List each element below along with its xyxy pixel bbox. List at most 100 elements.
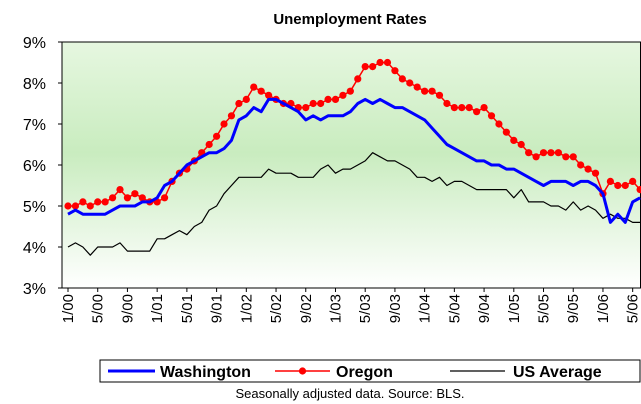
- series-marker: [621, 181, 629, 190]
- series-marker: [584, 165, 592, 173]
- series-marker: [94, 198, 102, 206]
- series-marker: [213, 132, 221, 140]
- series-marker: [64, 202, 72, 210]
- x-tick-label: 5/06: [625, 294, 641, 323]
- series-group: [64, 58, 641, 256]
- source-note: Seasonally adjusted data. Source: BLS.: [235, 386, 464, 401]
- y-tick-label: 4%: [23, 240, 46, 257]
- x-tick-label: 1/03: [327, 294, 344, 323]
- series-marker: [108, 194, 117, 202]
- legend-label: Washington: [160, 364, 251, 381]
- series-marker: [242, 95, 250, 103]
- series-marker: [265, 91, 273, 99]
- series-marker: [539, 149, 548, 157]
- series-marker: [517, 140, 525, 149]
- series-marker: [591, 169, 600, 177]
- series-marker: [577, 161, 585, 169]
- plot-area: [61, 41, 641, 289]
- series-marker: [443, 99, 451, 108]
- series-marker: [317, 99, 325, 108]
- x-tick-label: 9/05: [565, 294, 582, 323]
- x-tick-label: 5/02: [268, 294, 285, 323]
- legend-label: Oregon: [336, 364, 393, 381]
- y-tick-label: 6%: [23, 158, 46, 175]
- series-marker: [554, 149, 562, 157]
- series-marker: [495, 120, 503, 128]
- x-tick-label: 9/04: [476, 294, 493, 323]
- x-tick-label: 1/06: [595, 294, 612, 323]
- y-tick-label: 9%: [23, 35, 46, 52]
- series-marker: [421, 87, 429, 95]
- series-marker: [398, 75, 406, 83]
- series-marker: [309, 99, 317, 108]
- series-marker: [79, 198, 87, 206]
- x-tick-label: 5/03: [357, 294, 374, 323]
- series-marker: [413, 83, 421, 91]
- x-tick-label: 9/01: [209, 294, 226, 323]
- x-tick-label: 5/01: [179, 294, 196, 323]
- series-marker: [502, 128, 510, 136]
- series-marker: [116, 186, 124, 194]
- series-marker: [71, 202, 80, 210]
- series-marker: [160, 194, 169, 202]
- x-tick-label: 1/00: [60, 294, 77, 323]
- series-marker: [302, 104, 310, 112]
- series-marker: [406, 79, 414, 87]
- x-tick-label: 5/04: [446, 294, 463, 323]
- series-marker: [383, 58, 392, 67]
- legend-marker: [298, 367, 307, 375]
- series-marker: [257, 87, 265, 95]
- x-tick-label: 9/03: [387, 294, 404, 323]
- series-marker: [361, 63, 369, 71]
- series-marker: [428, 87, 436, 95]
- series-marker: [629, 177, 637, 185]
- series-marker: [614, 181, 622, 190]
- series-line: [67, 97, 641, 224]
- y-tick-label: 8%: [23, 76, 46, 93]
- series-marker: [86, 202, 94, 210]
- series-marker: [465, 104, 473, 112]
- series-marker: [480, 104, 488, 112]
- chart-title: Unemployment Rates: [273, 11, 426, 28]
- series-marker: [391, 67, 399, 75]
- series-marker: [339, 91, 347, 99]
- series-marker: [235, 99, 243, 108]
- x-tick-label: 1/01: [149, 294, 166, 323]
- series-marker: [435, 91, 444, 99]
- series-marker: [331, 95, 340, 103]
- x-tick-label: 5/00: [90, 294, 107, 323]
- series-marker: [487, 112, 496, 120]
- series-marker: [569, 153, 577, 161]
- series-marker: [532, 153, 540, 161]
- legend-label: US Average: [513, 364, 602, 381]
- series-marker: [324, 95, 332, 103]
- x-tick-label: 1/02: [238, 294, 255, 323]
- series-line: [67, 152, 641, 256]
- series-marker: [123, 194, 132, 202]
- series-marker: [227, 112, 236, 120]
- series-marker: [354, 75, 362, 83]
- series-marker: [450, 104, 458, 112]
- legend-box: [99, 359, 641, 383]
- y-tick-label: 3%: [23, 281, 46, 298]
- x-tick-label: 1/04: [417, 294, 434, 323]
- series-marker: [101, 198, 109, 206]
- series-marker: [458, 104, 466, 112]
- series-marker: [205, 140, 213, 149]
- x-tick-label: 1/05: [506, 294, 523, 323]
- y-tick-label: 7%: [23, 117, 46, 134]
- x-tick-label: 9/00: [119, 294, 136, 323]
- series-marker: [369, 63, 377, 71]
- series-marker: [525, 149, 533, 157]
- series-marker: [562, 153, 570, 161]
- series-marker: [473, 108, 481, 116]
- x-tick-label: 5/05: [536, 294, 553, 323]
- series-marker: [376, 58, 384, 67]
- series-marker: [220, 120, 228, 128]
- series-marker: [131, 190, 139, 198]
- series-marker: [636, 186, 641, 194]
- y-tick-label: 5%: [23, 199, 46, 216]
- series-marker: [547, 149, 555, 157]
- series-marker: [606, 177, 614, 185]
